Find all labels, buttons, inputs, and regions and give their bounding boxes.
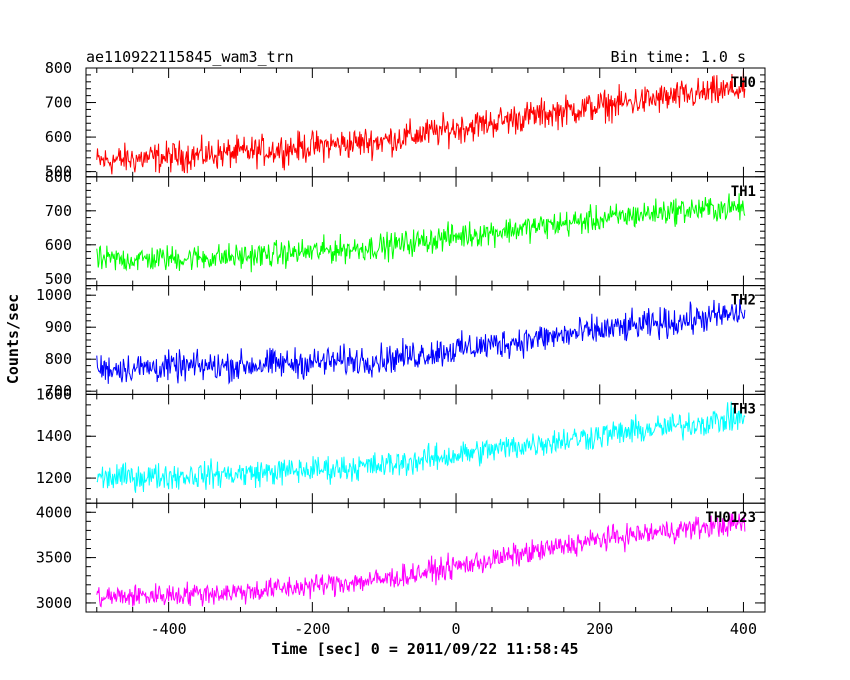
y-tick-label: 900: [45, 318, 72, 336]
y-tick-label: 3500: [36, 549, 72, 567]
series-line-th0: [96, 69, 746, 175]
y-tick-label: 800: [45, 350, 72, 368]
panel-label-th1: TH1: [731, 184, 756, 200]
x-tick-label: 0: [452, 620, 461, 638]
panel-label-th2: TH2: [731, 293, 756, 309]
y-axis-title: Counts/sec: [4, 294, 22, 384]
y-tick-label: 3000: [36, 594, 72, 612]
bin-time-label: Bin time: 1.0 s: [611, 48, 746, 66]
y-tick-label: 600: [45, 236, 72, 254]
panels-group: 500 600 700 800 TH0 500 600 700 800 TH1 700 800 900 1…: [36, 59, 766, 638]
y-tick-label: 800: [45, 59, 72, 77]
x-axis-title: Time [sec] 0 = 2011/09/22 11:58:45: [271, 640, 578, 658]
panel-frame: [85, 502, 766, 613]
y-tick-label: 700: [45, 94, 72, 112]
panel-frame: [85, 176, 766, 287]
y-tick-label: 600: [45, 128, 72, 146]
x-tick-label: -200: [294, 620, 330, 638]
x-tick-label: -400: [151, 620, 187, 638]
x-tick-label: 200: [586, 620, 613, 638]
y-tick-label: 700: [45, 202, 72, 220]
panel-frame: [85, 285, 766, 395]
y-tick-label: 1000: [36, 286, 72, 304]
x-tick-label: 400: [730, 620, 757, 638]
y-tick-label: 1400: [36, 427, 72, 445]
panel-label-th0: TH0: [731, 75, 756, 91]
panel-frame: [85, 393, 766, 504]
y-tick-label: 1200: [36, 469, 72, 487]
y-tick-label: 700: [45, 382, 72, 400]
y-tick-label: 4000: [36, 503, 72, 521]
panel-label-th3: TH3: [731, 401, 756, 417]
series-line-th3: [96, 401, 746, 493]
panel-label-th0123: TH0123: [705, 510, 756, 526]
series-line-th1: [96, 193, 746, 273]
y-tick-label: 500: [45, 163, 72, 181]
series-line-th0123: [96, 512, 746, 608]
y-tick-label: 1600: [36, 385, 72, 403]
chart-title: ae110922115845_wam3_trn: [86, 48, 294, 66]
y-tick-label: 800: [45, 168, 72, 186]
y-tick-label: 500: [45, 270, 72, 288]
series-line-th2: [96, 299, 746, 385]
